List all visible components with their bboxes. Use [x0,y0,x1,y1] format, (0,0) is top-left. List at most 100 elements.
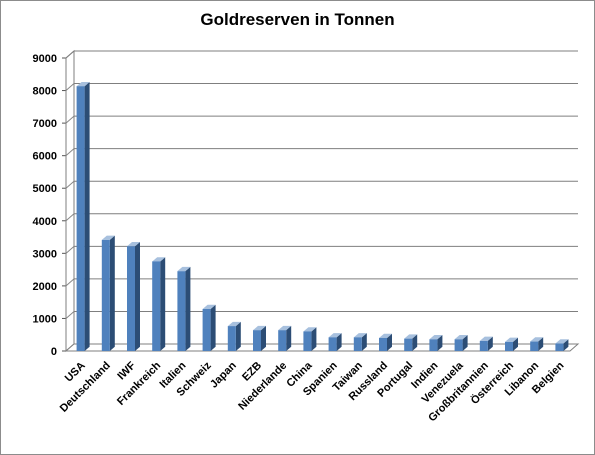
bar-top [278,325,292,331]
bar [227,321,241,351]
bar [353,333,367,351]
bar-side [361,333,367,351]
grid-diagonal [65,83,75,91]
bar-front [202,309,211,351]
bar-side [437,335,443,351]
bar-front [404,338,413,351]
bar [479,336,493,351]
bar [177,266,191,351]
bar-front [454,339,463,351]
bar-top [555,339,569,344]
bar-top [505,337,518,342]
bar-front [127,246,135,351]
y-tick-label: 0 [51,346,57,358]
bar-front [555,343,564,351]
bar-front [479,340,488,351]
bar-side [84,81,90,351]
y-tick-label: 2000 [33,281,57,293]
bar-side [487,336,493,351]
bar-front [76,86,85,351]
bar-side [563,339,569,351]
bar-side [336,333,342,351]
bar [505,337,518,351]
bar [429,335,443,351]
grid-diagonal [65,311,75,319]
plot-left-wall [65,49,75,353]
bar-top [202,304,216,310]
bar [101,235,115,351]
bar [303,327,317,351]
bar-front [152,261,161,351]
bar [278,325,292,351]
bar-front [227,326,236,351]
bar-side [135,242,140,351]
bar [379,333,392,351]
bar-top [479,336,493,341]
bar-front [177,271,186,351]
grid-diagonal [65,245,75,254]
bar [530,337,544,351]
bar-front [303,331,312,351]
bar-top [379,333,392,338]
bar-side [513,337,518,351]
bar-front [353,337,362,351]
bar [404,334,418,351]
bar-top [227,321,241,327]
x-tick-label: Japan [208,359,239,390]
bar-side [412,334,418,351]
bar [328,333,342,351]
chart-title: Goldreserven in Tonnen [200,10,395,29]
bar-top [429,335,443,340]
bar-front [505,341,513,351]
bar-side [160,257,166,351]
y-tick-label: 7000 [33,118,57,130]
bar [555,339,569,351]
bar-side [387,333,392,351]
bar [253,325,266,351]
bar-top [328,333,342,338]
bar-side [210,304,216,351]
grid-diagonal [65,213,75,222]
y-tick-label: 3000 [33,248,57,260]
y-tick-label: 4000 [33,216,57,228]
bar-side [185,266,191,351]
grid-diagonal [65,180,75,189]
bar-top [454,335,468,340]
bar-front [429,339,438,351]
plot-floor [64,343,580,352]
bar [202,304,216,351]
plot-back-wall [74,51,578,344]
bar [76,81,90,351]
bar-top [530,337,544,342]
bar [127,242,140,351]
bar-top [353,333,367,338]
y-tick-label: 5000 [33,183,57,195]
bar-side [311,327,317,351]
bar-side [261,325,266,351]
bar-front [253,330,261,351]
bar-front [328,337,337,351]
grid-diagonal [65,278,75,287]
bar-top [101,235,115,240]
y-tick-label: 1000 [33,313,57,325]
grid-diagonal [65,148,75,157]
bar-top [253,325,266,331]
bar-top [152,257,166,262]
bar-side [538,337,544,351]
bar-front [379,337,387,351]
bar-front [101,239,110,351]
bar-top [76,81,90,87]
bar-side [286,325,292,351]
bar-side [462,335,468,351]
bar-side [109,235,115,351]
bar-top [127,242,140,247]
y-tick-label: 6000 [33,151,57,163]
bar-top [177,266,191,272]
bar-front [278,330,287,351]
bar [152,257,166,351]
y-tick-label: 8000 [33,86,57,98]
bar [454,335,468,351]
y-tick-label: 9000 [33,53,57,65]
grid-diagonal [65,115,75,124]
